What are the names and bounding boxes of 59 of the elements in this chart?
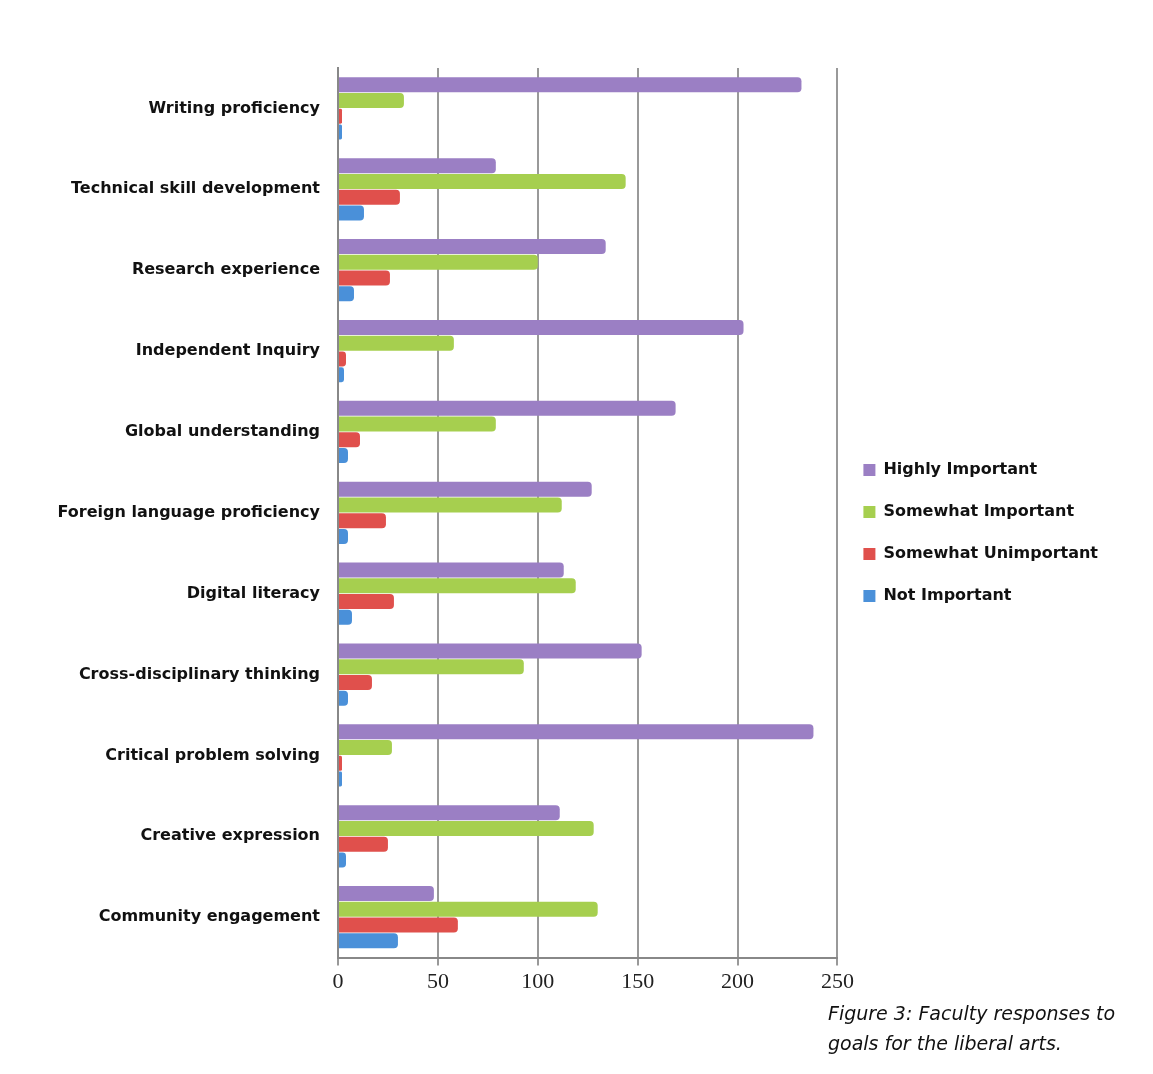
bar bbox=[339, 189, 400, 205]
bar bbox=[339, 901, 598, 917]
x-tick-label: 100 bbox=[521, 967, 555, 993]
bar bbox=[339, 578, 576, 594]
bar bbox=[339, 173, 626, 189]
bar bbox=[339, 933, 398, 949]
caption: Figure 3: Faculty responses to goals for the liberal arts. bbox=[828, 1001, 1117, 1056]
bar bbox=[339, 724, 814, 740]
bar bbox=[339, 562, 564, 578]
bar bbox=[339, 286, 354, 302]
bar bbox=[339, 594, 394, 610]
bar bbox=[339, 335, 454, 351]
bar bbox=[339, 481, 592, 497]
bar bbox=[339, 805, 560, 821]
bar bbox=[339, 254, 538, 270]
bar bbox=[339, 416, 496, 432]
bar bbox=[339, 400, 676, 416]
bar bbox=[339, 740, 392, 756]
bar bbox=[339, 674, 372, 690]
legend-label: Not Important bbox=[883, 585, 1012, 605]
bar bbox=[339, 886, 434, 901]
bar bbox=[339, 609, 352, 625]
y-tick-label: Research experience bbox=[131, 259, 321, 279]
x-tick-label: 250 bbox=[820, 967, 854, 993]
y-tick-label: Creative expression bbox=[140, 825, 320, 845]
x-tick-label: 200 bbox=[721, 967, 755, 993]
y-tick-label: Cross-disciplinary thinking bbox=[78, 663, 320, 683]
x-tick-label: 0 bbox=[332, 967, 344, 993]
legend-label: Somewhat Important bbox=[883, 501, 1075, 521]
bar bbox=[339, 205, 364, 221]
bar bbox=[339, 93, 404, 109]
bar bbox=[339, 432, 360, 448]
y-tick-label: Community engagement bbox=[98, 906, 321, 926]
bar bbox=[339, 158, 496, 174]
bar bbox=[339, 448, 348, 464]
y-tick-label: Technical skill development bbox=[71, 178, 321, 198]
bar bbox=[339, 836, 388, 852]
bar bbox=[339, 820, 594, 836]
bar bbox=[339, 690, 348, 706]
bar bbox=[339, 367, 344, 383]
x-tick-label: 50 bbox=[426, 967, 449, 993]
bar bbox=[339, 497, 562, 513]
y-tick-label: Critical problem solving bbox=[105, 744, 320, 764]
bar bbox=[339, 917, 458, 933]
bar bbox=[339, 239, 606, 255]
y-tick-label: Global understanding bbox=[124, 421, 320, 441]
bar bbox=[339, 270, 390, 286]
y-tick-label: Foreign language proficiency bbox=[57, 501, 321, 521]
bar bbox=[339, 77, 802, 93]
bar bbox=[339, 319, 744, 335]
bar bbox=[339, 643, 642, 659]
x-tick-label: 150 bbox=[621, 967, 655, 993]
legend-label: Somewhat Unimportant bbox=[883, 543, 1099, 563]
legend-label: Highly Important bbox=[883, 459, 1038, 479]
y-tick-label: Independent Inquiry bbox=[135, 340, 321, 360]
y-tick-label: Writing proficiency bbox=[148, 97, 321, 117]
bar bbox=[339, 659, 524, 675]
y-tick-label: Digital literacy bbox=[186, 582, 321, 602]
bar bbox=[339, 513, 386, 529]
